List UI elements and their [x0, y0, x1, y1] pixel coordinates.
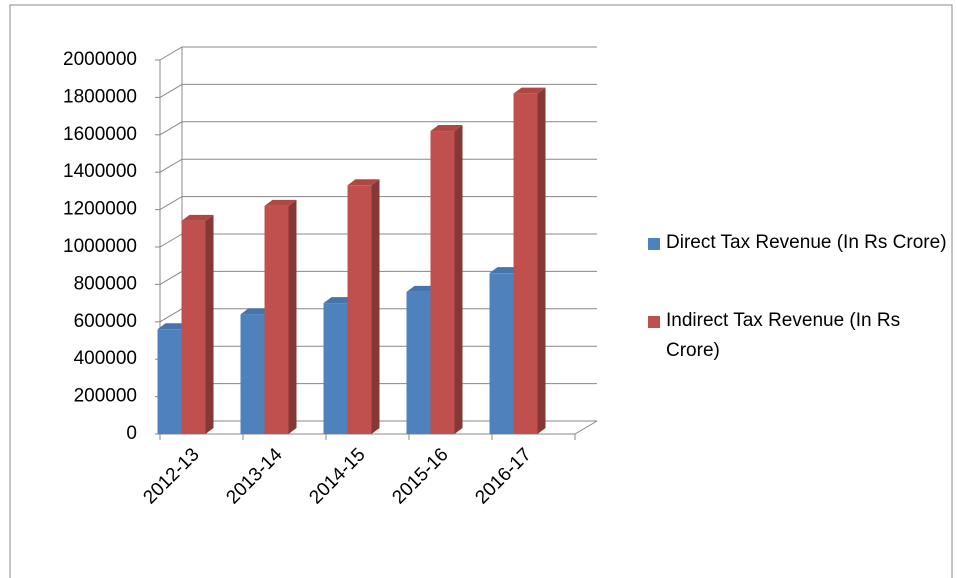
bar-front — [406, 291, 431, 434]
grid-line — [159, 83, 597, 98]
y-tick-label: 200000 — [74, 386, 137, 407]
y-tick-label: 2000000 — [63, 49, 137, 70]
bar-side — [205, 214, 214, 434]
bar-front — [430, 131, 455, 434]
bar-top — [347, 179, 380, 186]
x-tick-label: 2015-16 — [388, 444, 452, 508]
bar-front — [157, 329, 182, 434]
y-tick-label: 600000 — [74, 311, 137, 332]
bar-side — [288, 199, 297, 434]
bar-front — [181, 220, 206, 434]
legend-label: Direct Tax Revenue (In Rs Crore) — [666, 232, 947, 253]
y-tick-label: 1600000 — [63, 124, 137, 145]
bar-side — [454, 125, 463, 434]
bar-front — [489, 273, 514, 434]
y-tick-label: 1200000 — [63, 199, 137, 220]
bar-top — [430, 125, 463, 132]
grid-line — [159, 46, 597, 61]
bar-front — [347, 185, 372, 434]
bar-front — [264, 205, 289, 434]
y-tick-label: 800000 — [74, 273, 137, 294]
bar-front — [513, 93, 538, 434]
x-tick-label: 2013-14 — [222, 444, 286, 508]
y-tick-label: 0 — [126, 423, 137, 444]
y-tick-label: 1000000 — [63, 236, 137, 257]
bar-top — [513, 87, 546, 94]
bar — [181, 214, 214, 434]
bar-side — [371, 179, 380, 434]
x-tick-label: 2016-17 — [471, 444, 535, 508]
x-tick-label: 2014-15 — [305, 444, 369, 508]
legend-swatch — [648, 316, 660, 328]
bar — [264, 199, 297, 434]
legend-label: Indirect Tax Revenue (In Rs Crore) — [666, 310, 901, 361]
legend-swatch — [648, 238, 660, 250]
x-tick-label: 2012-13 — [139, 444, 203, 508]
bar-side — [537, 87, 546, 434]
y-tick-label: 400000 — [74, 348, 137, 369]
bar-top — [264, 199, 297, 206]
bar-top — [181, 214, 214, 221]
bar-front — [323, 303, 348, 434]
chart-border — [9, 4, 953, 578]
y-tick-label: 1800000 — [63, 86, 137, 107]
grid-line — [159, 121, 597, 136]
bar — [347, 179, 380, 434]
bar-front — [240, 314, 265, 434]
bar — [430, 125, 463, 434]
bar — [513, 87, 546, 434]
y-tick-label: 1400000 — [63, 161, 137, 182]
